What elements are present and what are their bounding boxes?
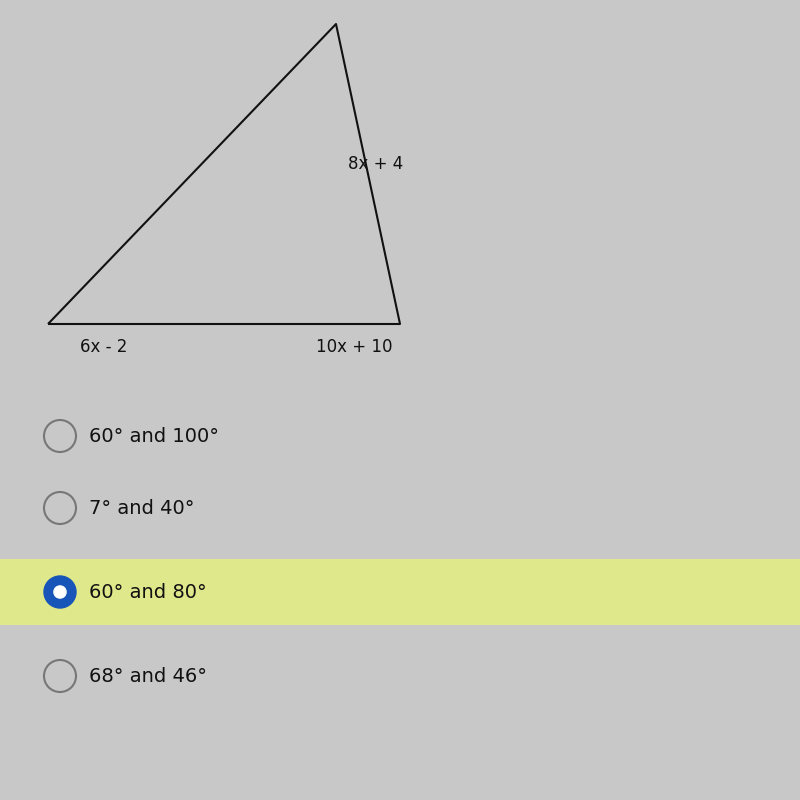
Text: 8x + 4: 8x + 4 <box>348 155 403 173</box>
Circle shape <box>44 576 76 608</box>
Bar <box>0 559 800 625</box>
Text: 68° and 46°: 68° and 46° <box>89 666 206 686</box>
Text: 7° and 40°: 7° and 40° <box>89 498 194 518</box>
Text: 10x + 10: 10x + 10 <box>315 338 392 357</box>
Text: 6x - 2: 6x - 2 <box>80 338 127 357</box>
Text: 60° and 100°: 60° and 100° <box>89 426 219 446</box>
Circle shape <box>54 586 66 598</box>
Text: 60° and 80°: 60° and 80° <box>89 582 206 602</box>
